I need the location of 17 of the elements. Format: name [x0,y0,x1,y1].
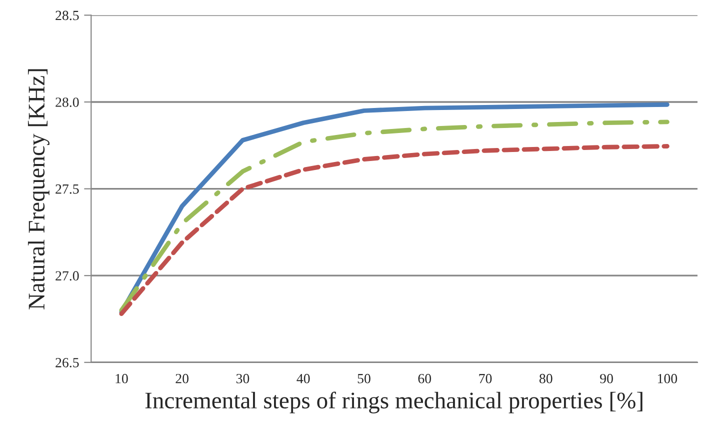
x-axis-title: Incremental steps of rings mechanical properties [%] [145,392,642,414]
x-tick-label: 10 [116,374,128,384]
x-tick-label: 50 [358,374,370,384]
y-tick-label: 27.5 [56,184,79,194]
x-tick-label: 70 [479,374,492,384]
y-tick-label: 28.0 [56,98,79,108]
y-tick-label: 26.5 [56,358,79,368]
x-tick-label: 100 [658,374,678,384]
x-tick-label: 80 [539,374,552,384]
x-tick-label: 90 [600,374,613,384]
y-tick-label: 28.5 [56,10,79,20]
x-tick-label: 30 [236,374,250,384]
x-tick-label: 20 [176,374,188,384]
x-tick-label: 60 [418,374,432,384]
y-tick-label: 27.0 [56,271,79,281]
x-tick-label: 40 [296,374,310,384]
y-axis-title: Natural Frequency [KHz] [28,69,50,310]
